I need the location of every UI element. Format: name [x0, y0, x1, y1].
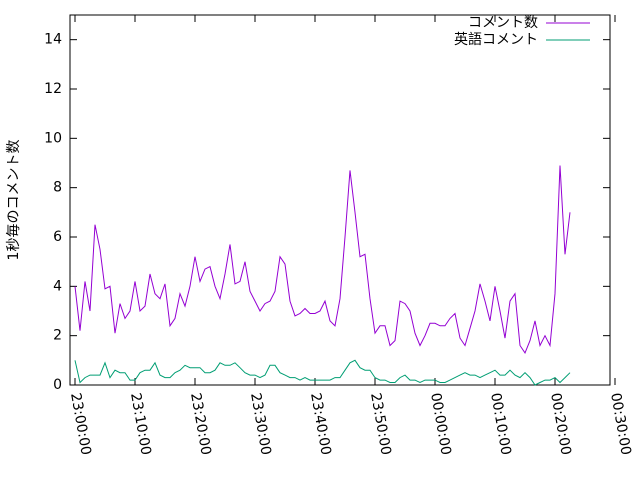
- legend-label: コメント数: [468, 15, 538, 31]
- data-line: [74, 165, 571, 354]
- x-tick-label: 23:00:00: [67, 392, 94, 457]
- x-tick-label: 00:30:00: [607, 392, 634, 457]
- y-tick-label: 10: [44, 130, 62, 146]
- x-tick-label: 00:00:00: [427, 392, 454, 457]
- x-tick-label: 23:50:00: [367, 392, 394, 457]
- y-tick-label: 14: [44, 32, 62, 48]
- y-tick-label: 2: [53, 328, 62, 344]
- y-tick-label: 12: [44, 81, 62, 97]
- x-tick-label: 00:20:00: [547, 392, 574, 457]
- x-tick-label: 23:10:00: [127, 392, 154, 457]
- x-tick-label: 00:10:00: [487, 392, 514, 457]
- data-line: [74, 359, 571, 386]
- legend-label: 英語コメント: [454, 31, 538, 48]
- plot-frame: [69, 14, 611, 386]
- y-axis-label: 1秒毎のコメント数: [6, 140, 22, 261]
- x-tick-label: 23:40:00: [307, 392, 334, 457]
- y-tick-label: 0: [53, 377, 62, 393]
- y-tick-label: 6: [53, 229, 62, 245]
- x-tick-label: 23:20:00: [187, 392, 214, 457]
- y-tick-label: 8: [53, 180, 62, 196]
- y-tick-label: 4: [53, 278, 62, 294]
- x-tick-label: 23:30:00: [247, 392, 274, 457]
